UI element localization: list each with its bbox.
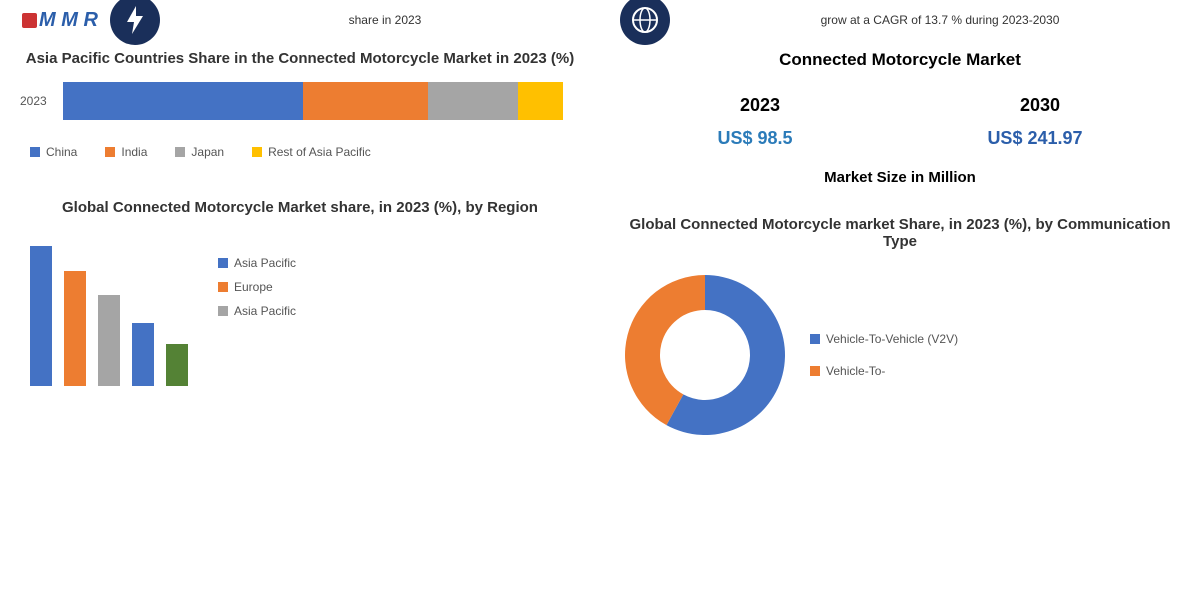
stacked-hbar-chart: 2023 China India Japan Rest of Asia Pacific <box>20 82 580 164</box>
vbar-chart: Asia Pacific Europe Asia Pacific <box>20 246 580 386</box>
legend-label: India <box>121 145 147 159</box>
legend-swatch <box>252 147 262 157</box>
vbar <box>64 271 86 386</box>
legend-label: Japan <box>191 145 224 159</box>
legend-swatch <box>175 147 185 157</box>
legend-item: India <box>105 145 147 159</box>
legend-swatch <box>105 147 115 157</box>
globe-icon <box>620 0 670 45</box>
donut-chart: Vehicle-To-Vehicle (V2V) Vehicle-To- <box>620 270 1180 440</box>
hbar-row-label: 2023 <box>20 94 55 108</box>
legend-swatch <box>30 147 40 157</box>
market-size-label: Market Size in Million <box>620 169 1180 186</box>
legend-item: Rest of Asia Pacific <box>252 145 371 159</box>
legend-label: Vehicle-To- <box>826 364 885 378</box>
legend-swatch <box>218 306 228 316</box>
legend-swatch <box>218 282 228 292</box>
legend-label: Europe <box>234 280 273 294</box>
vbar <box>132 323 154 386</box>
legend-label: Rest of Asia Pacific <box>268 145 371 159</box>
value-2023: US$ 98.5 <box>717 128 792 149</box>
legend-item: Vehicle-To-Vehicle (V2V) <box>810 332 958 346</box>
vbar <box>30 246 52 386</box>
legend-item: China <box>30 145 77 159</box>
lightning-icon <box>110 0 160 45</box>
legend-item: Europe <box>218 280 296 294</box>
legend-item: Asia Pacific <box>218 304 296 318</box>
legend-item: Asia Pacific <box>218 256 296 270</box>
market-title: Connected Motorcycle Market <box>620 50 1180 70</box>
legend-label: Vehicle-To-Vehicle (V2V) <box>826 332 958 346</box>
legend-label: Asia Pacific <box>234 256 296 270</box>
top-left-text: share in 2023 <box>170 13 600 27</box>
year-2023: 2023 <box>740 95 780 116</box>
hbar-segment <box>518 82 563 120</box>
donut-title: Global Connected Motorcycle market Share… <box>620 216 1180 250</box>
vbar-title: Global Connected Motorcycle Market share… <box>20 199 580 216</box>
top-right-text: grow at a CAGR of 13.7 % during 2023-203… <box>680 13 1200 27</box>
legend-label: China <box>46 145 77 159</box>
legend-item: Japan <box>175 145 224 159</box>
vbar <box>98 295 120 386</box>
hbar-segment <box>63 82 303 120</box>
legend-item: Vehicle-To- <box>810 364 958 378</box>
mmr-logo: M M R <box>20 5 100 35</box>
hbar-title: Asia Pacific Countries Share in the Conn… <box>20 50 580 67</box>
legend-swatch <box>810 334 820 344</box>
hbar-segment <box>303 82 428 120</box>
year-2030: 2030 <box>1020 95 1060 116</box>
hbar-segment <box>428 82 518 120</box>
vbar <box>166 344 188 386</box>
legend-label: Asia Pacific <box>234 304 296 318</box>
legend-swatch <box>218 258 228 268</box>
value-2030: US$ 241.97 <box>987 128 1082 149</box>
legend-swatch <box>810 366 820 376</box>
